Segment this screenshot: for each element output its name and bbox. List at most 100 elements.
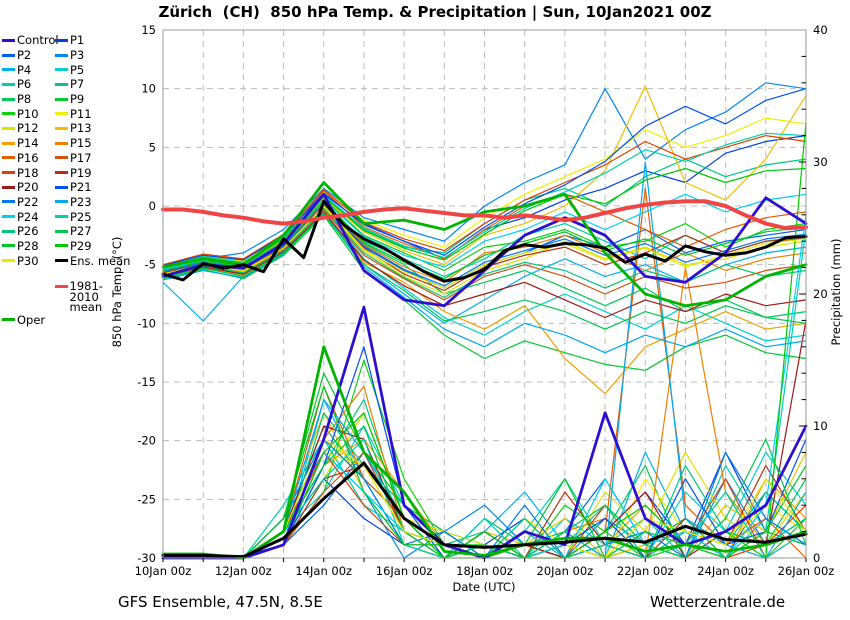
- legend-swatch: [55, 229, 68, 233]
- axis-tick-labels: 15 10 5 0 -5 -10 -15 -20 -25 -30 0 10 20 30 40 10Jan 00…: [135, 23, 835, 578]
- x-axis-tick-label: 22Jan 00z: [617, 564, 674, 578]
- legend-swatch: [2, 318, 15, 322]
- legend-swatch: [55, 156, 68, 160]
- legend-item-p29: P29: [55, 239, 108, 254]
- legend-label: P8: [17, 92, 32, 107]
- legend-row: P4 P5: [2, 62, 114, 77]
- legend-label: P24: [17, 209, 39, 224]
- legend-item-p9: P9: [55, 92, 108, 107]
- legend-item-p28: P28: [2, 239, 55, 254]
- y-left-tick-label: 10: [141, 82, 156, 96]
- legend-swatch: [2, 68, 15, 72]
- y-left-tick-label: -10: [137, 316, 156, 330]
- legend-swatch: [55, 68, 68, 72]
- legend-row: Control P1: [2, 33, 114, 48]
- legend-row: P20 P21: [2, 180, 114, 195]
- y-left-tick-label: -15: [137, 375, 156, 389]
- member-temp-line-p19: [162, 204, 807, 292]
- legend-label: P2: [17, 48, 32, 63]
- legend-item-p3: P3: [55, 48, 108, 63]
- legend-item-p26: P26: [2, 224, 55, 239]
- member-temp-line-p13: [162, 85, 807, 268]
- legend-row: P12 P13: [2, 121, 114, 136]
- member-temp-line-p18: [162, 135, 807, 266]
- member-temp-line-p10: [162, 198, 807, 272]
- footer-brand: Wetterzentrale.de: [650, 593, 786, 611]
- legend-item-p12: P12: [2, 121, 55, 136]
- legend-swatch: [55, 200, 68, 204]
- x-axis-tick-label: 12Jan 00z: [215, 564, 272, 578]
- legend-label: P4: [17, 62, 32, 77]
- legend-swatch: [55, 112, 68, 116]
- legend-swatch: [55, 53, 68, 57]
- legend-label: 1981-2010 mean: [69, 279, 103, 314]
- legend-item-p11: P11: [55, 106, 108, 121]
- legend-item-p5: P5: [55, 62, 108, 77]
- legend-swatch: [2, 185, 15, 189]
- legend-label: P26: [17, 224, 39, 239]
- legend-label: P1: [70, 33, 85, 48]
- legend-label: P11: [70, 106, 92, 121]
- legend-item-p27: P27: [55, 224, 108, 239]
- legend-label: P10: [17, 106, 39, 121]
- legend-row: P8 P9: [2, 92, 114, 107]
- legend-label: Ens. mean: [70, 253, 131, 268]
- legend-row: P2 P3: [2, 48, 114, 63]
- y-right-axis-label: Precipitation (mm): [829, 239, 843, 346]
- x-axis-tick-label: 10Jan 00z: [135, 564, 192, 578]
- legend-label: P7: [70, 77, 85, 92]
- legend-row: P28 P29: [2, 239, 114, 254]
- member-temp-line-p30: [162, 205, 807, 289]
- legend-swatch: [2, 215, 15, 219]
- legend-item-p13: P13: [55, 121, 108, 136]
- chart-title: Zürich (CH) 850 hPa Temp. & Precipitatio…: [158, 3, 712, 21]
- legend-label: P23: [70, 194, 92, 209]
- legend-swatch: [55, 259, 68, 263]
- legend-swatch: [2, 141, 15, 145]
- axis-ticks: [162, 55, 807, 562]
- legend-item-ens-mean: Ens. mean: [55, 253, 130, 268]
- legend-item-p20: P20: [2, 180, 55, 195]
- legend-swatch: [2, 171, 15, 175]
- legend-label: P13: [70, 121, 92, 136]
- y-left-tick-label: -25: [137, 492, 156, 506]
- y-left-tick-label: 15: [141, 23, 156, 37]
- legend-swatch: [2, 156, 15, 160]
- legend-label: P28: [17, 238, 39, 253]
- member-temp-line-p17: [162, 208, 807, 301]
- legend-label: P25: [70, 209, 92, 224]
- legend-row: P22 P23: [2, 195, 114, 210]
- x-axis-tick-label: 24Jan 00z: [697, 564, 754, 578]
- y-left-tick-label: -5: [145, 258, 156, 272]
- legend-item-control: Control: [2, 33, 59, 48]
- legend-label: P12: [17, 121, 39, 136]
- legend-row: P14 P15: [2, 136, 114, 151]
- legend-label: P21: [70, 180, 92, 195]
- legend-item-p6: P6: [2, 77, 55, 92]
- legend-label: P3: [70, 48, 85, 63]
- legend-swatch: [55, 82, 68, 86]
- legend-swatch: [55, 215, 68, 219]
- ensemble-mean-temp-line: [161, 199, 808, 283]
- legend-row: P10 P11: [2, 106, 114, 121]
- legend-item-p18: P18: [2, 165, 55, 180]
- legend-label: P18: [17, 165, 39, 180]
- legend-swatch: [2, 259, 15, 263]
- legend-item-p10: P10: [2, 106, 55, 121]
- legend-swatch: [55, 97, 68, 101]
- legend-label: P19: [70, 165, 92, 180]
- legend-item-p24: P24: [2, 209, 55, 224]
- legend-label: P6: [17, 77, 32, 92]
- climate-mean-temp-line: [161, 199, 808, 231]
- y-right-tick-label: 20: [813, 287, 828, 301]
- ensemble-mean-precip-line: [161, 461, 808, 559]
- y-right-tick-label: 30: [813, 155, 828, 169]
- legend-swatch: [2, 38, 15, 42]
- legend-item-p21: P21: [55, 180, 108, 195]
- legend-label: P29: [70, 238, 92, 253]
- legend-swatch: [55, 126, 68, 130]
- legend-swatch: [55, 171, 68, 175]
- legend-label: P20: [17, 180, 39, 195]
- legend-label: P15: [70, 136, 92, 151]
